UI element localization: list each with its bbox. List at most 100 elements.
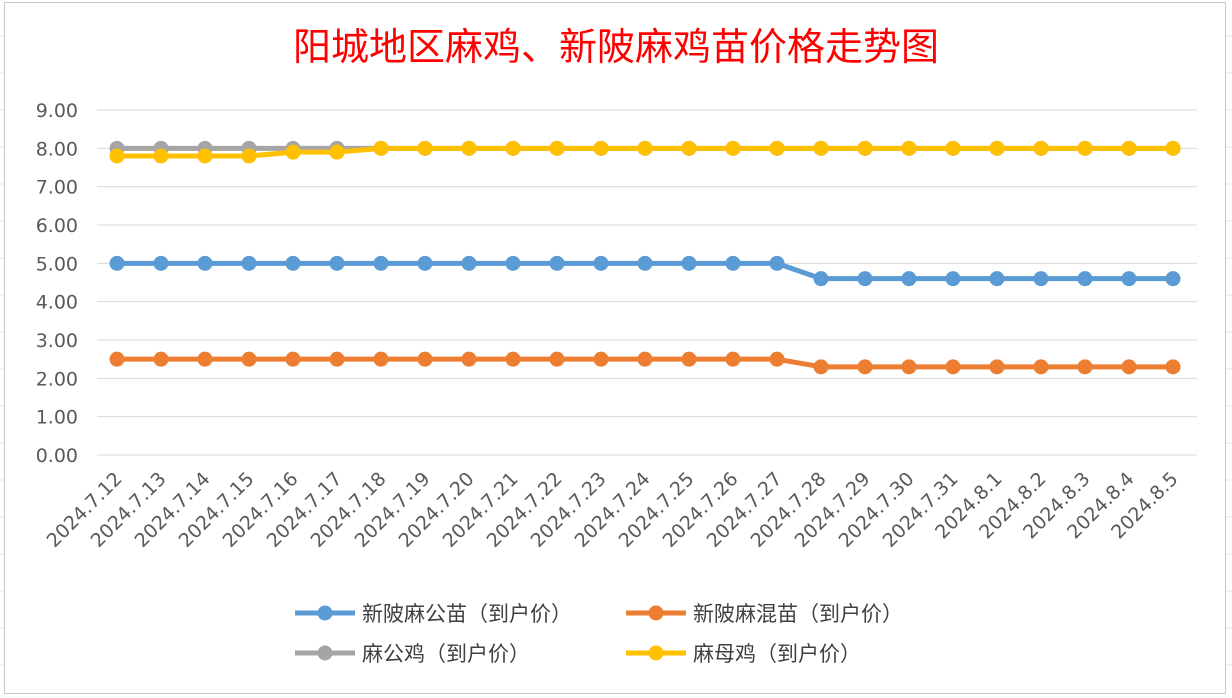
series-2 — [109, 351, 1181, 375]
data-point — [945, 140, 961, 156]
data-point — [769, 140, 785, 156]
y-tick-label: 9.00 — [36, 100, 78, 122]
data-point — [1033, 140, 1049, 156]
data-point — [1121, 271, 1137, 287]
data-point — [593, 255, 609, 271]
data-point — [637, 351, 653, 367]
data-point — [813, 140, 829, 156]
data-point — [901, 359, 917, 375]
data-point — [637, 255, 653, 271]
data-point — [857, 359, 873, 375]
chart-title: 阳城地区麻鸡、新陂麻鸡苗价格走势图 — [293, 25, 939, 69]
legend-swatch-marker — [317, 645, 333, 661]
data-point — [989, 271, 1005, 287]
legend[interactable]: 新陂麻公苗（到户价） 新陂麻混苗（到户价） 麻公鸡（到户价） 麻母鸡（到户价） — [295, 602, 903, 666]
data-point — [549, 255, 565, 271]
y-axis-tick-labels: 0.00 1.00 2.00 3.00 4.00 5.00 6.00 7.00 8.00 9.00 — [36, 100, 78, 467]
data-point — [945, 271, 961, 287]
data-point — [329, 351, 345, 367]
data-point — [813, 359, 829, 375]
x-axis-tick-labels: 2024.7.122024.7.132024.7.142024.7.152024… — [43, 468, 1183, 552]
data-point — [857, 271, 873, 287]
series-4 — [109, 140, 1181, 164]
data-point — [593, 140, 609, 156]
data-point — [549, 351, 565, 367]
y-tick-label: 8.00 — [36, 138, 78, 160]
legend-swatch-marker — [648, 645, 664, 661]
gridlines — [97, 109, 1197, 456]
data-point — [857, 140, 873, 156]
data-point — [1033, 359, 1049, 375]
data-point — [505, 255, 521, 271]
y-tick-label: 0.00 — [36, 445, 78, 467]
data-point — [329, 255, 345, 271]
data-point — [153, 255, 169, 271]
data-point — [1165, 140, 1181, 156]
data-point — [901, 140, 917, 156]
legend-entry-3[interactable]: 麻公鸡（到户价） — [295, 642, 530, 666]
data-point — [197, 255, 213, 271]
data-point — [1077, 359, 1093, 375]
data-point — [593, 351, 609, 367]
data-point — [1033, 271, 1049, 287]
series-lines — [109, 140, 1181, 375]
data-point — [1077, 140, 1093, 156]
legend-swatch-marker — [317, 605, 333, 621]
data-point — [637, 140, 653, 156]
data-point — [945, 359, 961, 375]
data-point — [725, 351, 741, 367]
data-point — [1121, 140, 1137, 156]
chart-area[interactable] — [4, 2, 1226, 694]
data-point — [197, 351, 213, 367]
data-point — [417, 140, 433, 156]
data-point — [725, 140, 741, 156]
data-point — [681, 351, 697, 367]
y-tick-label: 4.00 — [36, 292, 78, 314]
data-point — [373, 351, 389, 367]
data-point — [153, 351, 169, 367]
data-point — [769, 351, 785, 367]
legend-swatch-marker — [648, 605, 664, 621]
data-point — [417, 351, 433, 367]
data-point — [461, 351, 477, 367]
data-point — [153, 148, 169, 164]
data-point — [461, 140, 477, 156]
legend-label: 新陂麻混苗（到户价） — [693, 602, 903, 626]
data-point — [109, 255, 125, 271]
legend-entry-4[interactable]: 麻母鸡（到户价） — [626, 642, 861, 666]
legend-entry-1[interactable]: 新陂麻公苗（到户价） — [295, 602, 572, 626]
y-tick-label: 6.00 — [36, 215, 78, 237]
data-point — [549, 140, 565, 156]
data-point — [505, 140, 521, 156]
data-point — [769, 255, 785, 271]
data-point — [417, 255, 433, 271]
y-tick-label: 2.00 — [36, 368, 78, 390]
legend-label: 麻母鸡（到户价） — [693, 642, 861, 666]
data-point — [681, 140, 697, 156]
y-tick-label: 3.00 — [36, 330, 78, 352]
y-tick-label: 7.00 — [36, 177, 78, 199]
data-point — [109, 148, 125, 164]
data-point — [197, 148, 213, 164]
data-point — [1077, 271, 1093, 287]
legend-entry-2[interactable]: 新陂麻混苗（到户价） — [626, 602, 903, 626]
data-point — [241, 148, 257, 164]
data-point — [505, 351, 521, 367]
y-tick-label: 1.00 — [36, 407, 78, 429]
data-point — [813, 271, 829, 287]
data-point — [1121, 359, 1137, 375]
data-point — [241, 255, 257, 271]
data-point — [989, 140, 1005, 156]
data-point — [329, 144, 345, 160]
y-tick-label: 5.00 — [36, 253, 78, 275]
data-point — [285, 351, 301, 367]
data-point — [109, 351, 125, 367]
data-point — [373, 255, 389, 271]
data-point — [461, 255, 477, 271]
legend-label: 麻公鸡（到户价） — [362, 642, 530, 666]
data-point — [681, 255, 697, 271]
legend-label: 新陂麻公苗（到户价） — [362, 602, 572, 626]
data-point — [901, 271, 917, 287]
data-point — [373, 140, 389, 156]
